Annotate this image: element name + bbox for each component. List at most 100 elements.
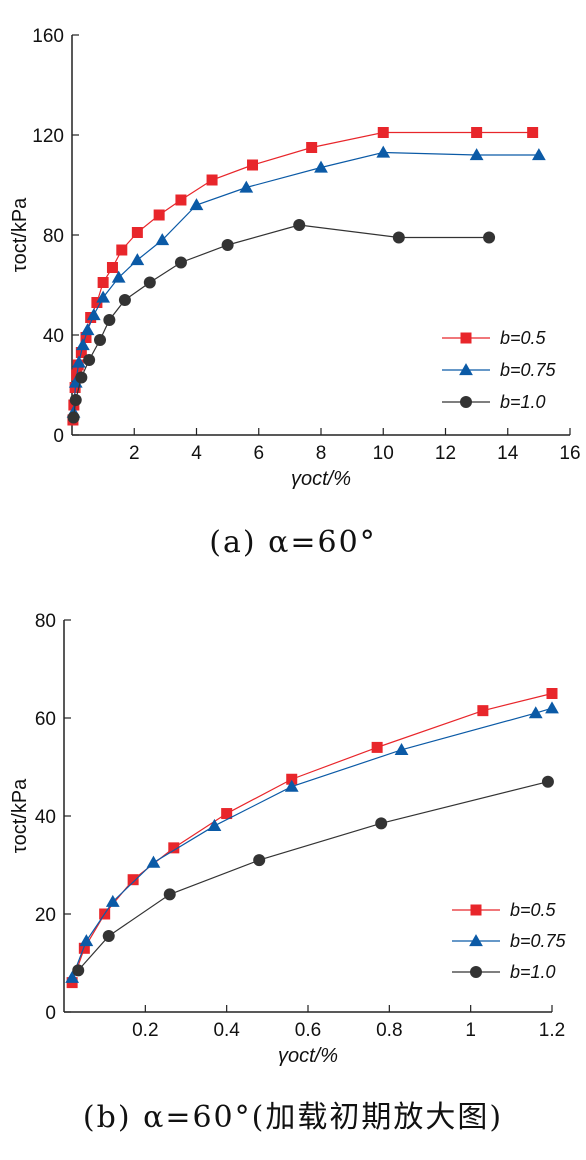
chart-b-data-point: [65, 970, 80, 983]
chart-a-data-point: [103, 314, 116, 326]
chart-a-data-point: [96, 290, 110, 303]
chart-b-legend-marker: [470, 904, 482, 916]
chart-a-data-point: [131, 227, 143, 238]
chart-a-series-line: [72, 151, 539, 413]
chart-b-x-tick-label: 0.4: [213, 1020, 240, 1041]
chart-b-data-point: [284, 779, 299, 792]
chart-a-data-point: [143, 276, 156, 289]
chart-a-data-point: [94, 334, 107, 346]
chart-a-y-tick-label: 120: [32, 126, 64, 147]
chart-a-data-point: [76, 338, 90, 351]
chart-b-data-point: [286, 773, 298, 785]
chart-a-data-point: [75, 371, 88, 384]
chart-a-data-point: [239, 180, 254, 193]
chart-b-data-point: [79, 934, 94, 947]
chart-b-x-tick-label: 1.2: [539, 1020, 565, 1041]
chart-b-y-axis-label: τoct/kPa: [9, 778, 31, 853]
chart-a-data-point: [175, 194, 187, 206]
chart-a-data-point: [392, 231, 405, 244]
chart-a-series-line: [72, 131, 533, 421]
chart-b-legend-label: b=0.5: [510, 900, 557, 920]
chart-a-data-point: [106, 262, 118, 273]
chart-b-series-line: [71, 707, 553, 978]
chart-a-legend-label: b=0.75: [500, 360, 557, 380]
chart-b-x-tick-label: 0.6: [295, 1020, 321, 1041]
chart-a-data-point: [247, 159, 259, 171]
chart-b-data-point: [253, 854, 266, 867]
chart-a-data-point: [483, 231, 496, 244]
chart-a-data-point: [314, 160, 328, 173]
chart-a-data-point: [67, 411, 80, 424]
chart-b-legend-label: b=1.0: [510, 962, 556, 982]
chart-a-data-point: [532, 148, 546, 161]
chart-b-data-point: [221, 808, 233, 820]
chart-a-data-point: [174, 256, 187, 269]
caption-a: (a) α=60°: [209, 525, 377, 560]
chart-a-x-tick-label: 12: [435, 443, 456, 464]
chart-a-legend-marker: [460, 332, 472, 344]
chart-a-legend-label: b=1.0: [500, 392, 546, 412]
chart-b-y-tick-label: 0: [45, 1003, 56, 1024]
chart-a-data-point: [306, 142, 318, 153]
chart-b-series-2: [72, 775, 554, 977]
chart-a-series-2: [67, 219, 496, 424]
chart-a-data-point: [83, 354, 96, 366]
chart-a-y-axis-label: τoct/kPa: [9, 197, 31, 272]
chart-a-legend-marker: [460, 396, 472, 408]
chart-a-data-point: [86, 308, 101, 321]
chart-b-data-point: [127, 874, 139, 886]
chart-b-data-point: [105, 894, 120, 907]
chart-a-data-point: [116, 244, 128, 256]
chart-a-data-point: [471, 127, 483, 138]
chart-b-x-tick-label: 1: [465, 1020, 476, 1041]
chart-b-data-point: [78, 942, 90, 954]
chart-b-data-point: [72, 964, 85, 977]
chart-b-data-point: [545, 701, 559, 714]
chart-b-legend-label: b=0.75: [510, 931, 567, 951]
chart-a-x-tick-label: 6: [253, 443, 264, 464]
chart-b-x-axis-label: γoct/%: [278, 1045, 338, 1067]
chart-a-y-tick-label: 0: [53, 426, 64, 447]
chart-a-data-point: [189, 198, 204, 211]
chart-a-y-tick-label: 160: [32, 26, 64, 47]
chart-b-x-tick-label: 0.8: [376, 1020, 402, 1041]
chart-b-data-point: [102, 930, 115, 943]
caption-b: (b) α=60°(加载初期放大图): [82, 1100, 504, 1135]
chart-b-data-point: [371, 741, 383, 753]
chart-b-x-tick-label: 0.2: [132, 1020, 158, 1041]
chart-b-data-point: [541, 775, 554, 788]
chart-a-data-point: [469, 148, 484, 161]
chart-a-data-point: [376, 145, 391, 158]
chart-a-data-point: [130, 253, 145, 266]
chart-a-data-point: [118, 294, 131, 306]
chart-b-data-point: [394, 742, 409, 756]
chart-b-y-tick-label: 80: [35, 611, 56, 632]
chart-a-data-point: [69, 394, 82, 406]
chart-a-legend-label: b=0.5: [500, 328, 547, 348]
chart-a-data-point: [153, 209, 165, 221]
chart-a-data-point: [71, 355, 86, 368]
chart-a-data-point: [206, 174, 218, 186]
chart-a-data-point: [80, 332, 92, 343]
chart-b-series-0: [66, 688, 558, 989]
chart-b-data-point: [146, 855, 161, 868]
chart-a-series-line: [72, 224, 490, 418]
chart-b-legend-marker: [469, 934, 483, 947]
chart-a: 0 40 80 120 160 2 4 6 8 10 12 14 16 γoct/% τoct/kPa b=0…: [9, 26, 581, 490]
chart-a-data-point: [527, 127, 539, 138]
chart-a-data-point: [80, 323, 95, 336]
chart-a-x-tick-label: 10: [373, 443, 394, 464]
chart-a-legend-marker: [459, 363, 473, 376]
chart-a-x-tick-label: 8: [316, 443, 327, 464]
chart-b-y-tick-label: 20: [35, 905, 56, 926]
chart-b-y-tick-label: 40: [35, 807, 56, 828]
chart-b: 0 20 40 60 80 0.2 0.4 0.6 0.8 1 1.2 γoct/% τoct/kPa b…: [9, 611, 567, 1067]
chart-b-legend-marker: [470, 966, 482, 978]
chart-a-x-tick-label: 2: [129, 443, 140, 464]
chart-b-data-point: [528, 706, 543, 719]
chart-a-x-axis-label: γoct/%: [291, 468, 351, 490]
chart-a-x-tick-label: 14: [497, 443, 519, 464]
chart-a-data-point: [293, 219, 306, 231]
chart-b-y-tick-label: 60: [35, 709, 56, 730]
chart-b-data-point: [546, 688, 558, 699]
